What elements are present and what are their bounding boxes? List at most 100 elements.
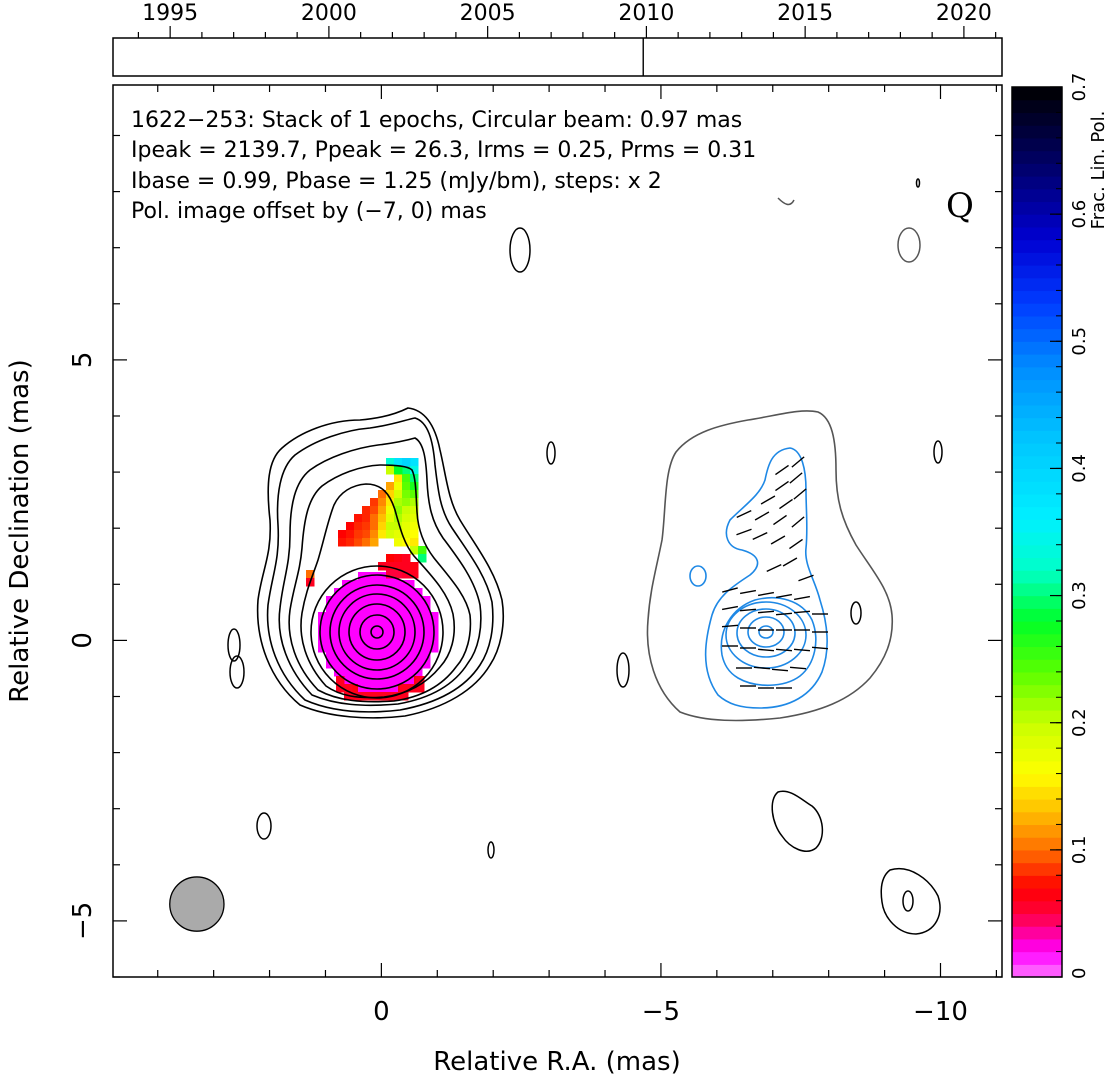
timeline-tick-label: 2010	[618, 1, 674, 26]
timeline-tick-label: 2005	[460, 1, 516, 26]
fpol-pixel	[390, 580, 399, 589]
ti-contour-10	[348, 603, 406, 661]
fpol-pixel	[366, 668, 375, 677]
evpa-tick	[811, 646, 829, 650]
fpol-pixel	[402, 498, 411, 507]
colorbar-block	[1012, 608, 1062, 622]
colorbar-tick-label: 0.5	[1069, 327, 1090, 356]
colorbar-block	[1012, 214, 1062, 228]
fpol-pixel	[338, 530, 347, 539]
annotation-line-3: Ibase = 0.99, Pbase = 1.25 (mJy/bm), ste…	[131, 169, 662, 194]
fpol-pixel	[362, 506, 371, 515]
fpol-pixel	[414, 660, 423, 669]
fpol-pixel	[410, 538, 419, 547]
fpol-pixel	[366, 620, 375, 629]
evpa-tick	[739, 589, 757, 595]
fpol-pixel	[398, 628, 407, 637]
fpol-pixel	[378, 490, 387, 499]
fpol-pixel	[394, 554, 403, 563]
ti-contour-11	[359, 614, 395, 650]
fpol-pixel	[366, 580, 375, 589]
fpol-pixel	[402, 506, 411, 515]
y-tick-label: −5	[68, 902, 98, 940]
fpol-pixel	[390, 636, 399, 645]
total-intensity-contours	[256, 407, 505, 719]
fpol-pixel	[398, 644, 407, 653]
pol-contour-5	[747, 616, 785, 648]
fpol-pixel	[406, 580, 415, 589]
evpa-tick	[766, 563, 782, 573]
evpa-tick	[757, 591, 775, 597]
fpol-pixel	[350, 628, 359, 637]
y-tick-labels: −5 0 5	[68, 352, 98, 940]
evpa-tick	[775, 648, 793, 652]
evpa-tick	[775, 612, 793, 616]
noise-contour	[616, 652, 630, 688]
noise-contour	[771, 790, 824, 852]
fpol-pixel	[346, 538, 355, 547]
noise-contours	[227, 178, 943, 935]
fpol-pixel	[394, 490, 403, 499]
fpol-pixel	[390, 620, 399, 629]
evpa-tick	[739, 608, 757, 612]
fpol-pixel	[370, 514, 379, 523]
fpol-pixel	[374, 652, 383, 661]
fpol-pixel	[394, 466, 403, 475]
fpol-pixel	[338, 538, 347, 547]
fpol-pixel	[406, 620, 415, 629]
colorbar-block	[1012, 621, 1062, 635]
fpol-pixel	[422, 652, 431, 661]
fpol-pixel	[410, 498, 419, 507]
colorbar-block	[1012, 392, 1062, 406]
pol-contour-4	[736, 608, 796, 658]
fpol-pixel	[334, 668, 343, 677]
fpol-pixel	[318, 636, 327, 645]
fpol-pixel	[334, 660, 343, 669]
fpol-pixel	[342, 620, 351, 629]
fpol-pixel	[334, 652, 343, 661]
colorbar-block	[1012, 811, 1062, 826]
evpa-tick	[770, 535, 786, 545]
fpol-pixel	[378, 522, 387, 531]
colorbar-block	[1012, 125, 1062, 139]
fpol-pixel	[402, 570, 411, 579]
ti-contour-5	[300, 483, 456, 699]
fpol-pixel	[382, 636, 391, 645]
fpol-pixel	[398, 612, 407, 621]
timeline-tick-label: 2015	[777, 1, 833, 26]
fpol-pixel	[386, 490, 395, 499]
colorbar-block	[1012, 710, 1062, 724]
fpol-pixel	[382, 612, 391, 621]
fpol-pixel	[386, 570, 395, 579]
fpol-pixel	[402, 482, 411, 491]
fpol-pixel	[406, 668, 415, 677]
annotation-line-2: Ipeak = 2139.7, Ppeak = 26.3, Irms = 0.2…	[131, 138, 756, 163]
fpol-pixel	[342, 644, 351, 653]
timeline-frame	[112, 37, 1003, 77]
noise-contour	[880, 868, 941, 935]
fpol-pixel	[370, 498, 379, 507]
colorbar-block	[1012, 201, 1062, 215]
evpa-tick	[752, 531, 768, 541]
x-axis-label: Relative R.A. (mas)	[433, 1047, 680, 1077]
fpol-pixel	[410, 562, 419, 571]
fpol-pixel	[410, 490, 419, 499]
fpol-pixel	[344, 692, 353, 701]
colorbar-ticks	[1050, 86, 1062, 978]
fpol-pixel	[394, 562, 403, 571]
ti-contour-6	[310, 565, 444, 699]
fpol-pixel	[382, 660, 391, 669]
fpol-pixel	[382, 596, 391, 605]
fpol-pixel	[354, 538, 363, 547]
fpol-pixel	[390, 588, 399, 597]
fpol-pixel	[382, 628, 391, 637]
fpol-pixel	[402, 474, 411, 483]
noise-contour	[487, 841, 495, 859]
colorbar-block	[1012, 468, 1062, 482]
evpa-tick	[753, 666, 771, 670]
pol-lowest-contour	[646, 410, 894, 722]
fpol-pixel	[346, 530, 355, 539]
fpol-pixel	[406, 596, 415, 605]
fpol-pixel	[394, 482, 403, 491]
